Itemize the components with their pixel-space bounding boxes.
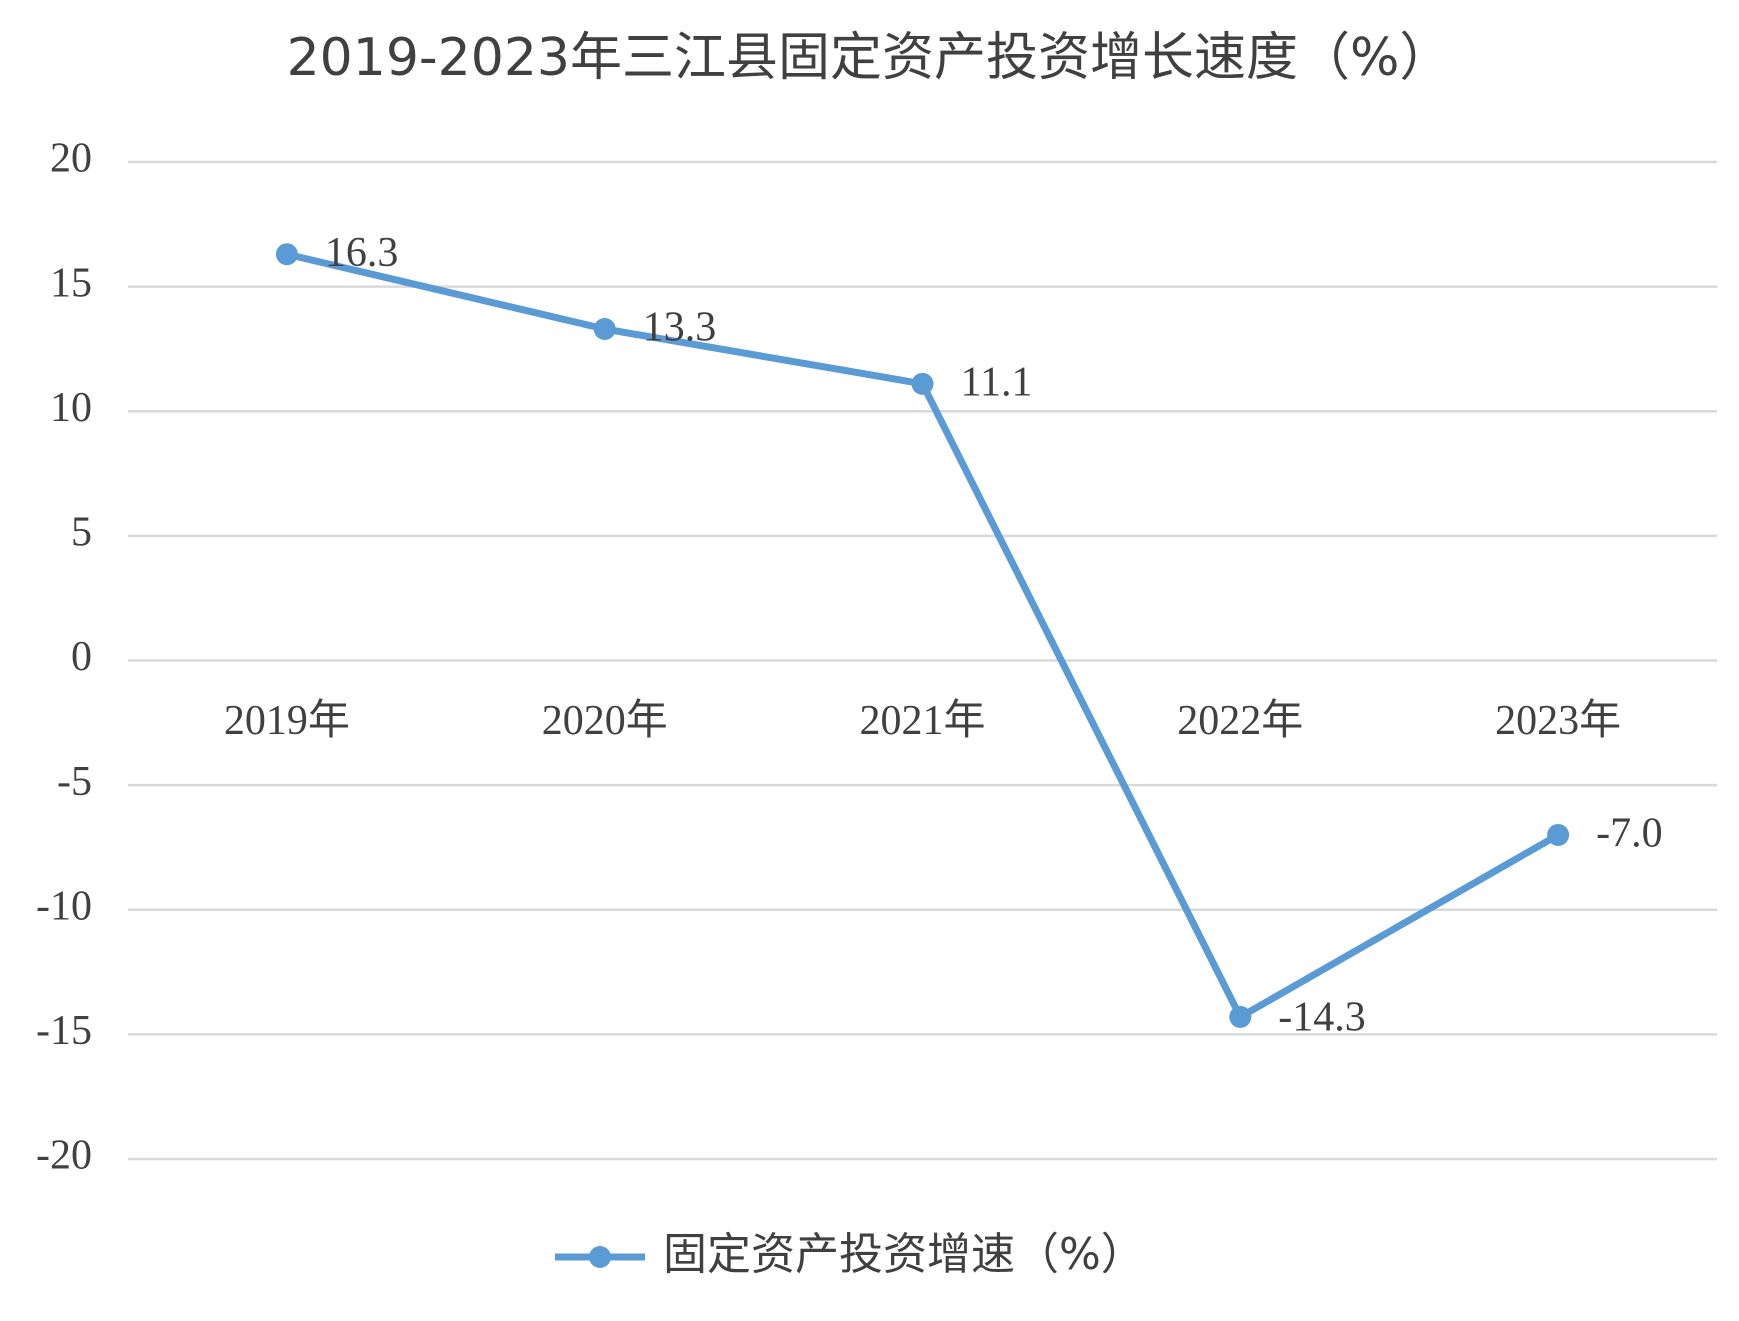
x-tick-label: 2022年 xyxy=(1177,697,1303,744)
data-label: -14.3 xyxy=(1278,995,1366,1041)
marker xyxy=(911,372,934,395)
data-label: -7.0 xyxy=(1596,811,1663,857)
y-tick-label: -20 xyxy=(36,1133,92,1179)
marker xyxy=(593,317,616,340)
legend-marker xyxy=(589,1246,611,1268)
data-label: 11.1 xyxy=(961,359,1033,405)
y-tick-label: 15 xyxy=(50,260,92,306)
chart-title: 2019-2023年三江县固定资产投资增长速度（%） xyxy=(287,28,1452,88)
marker xyxy=(1229,1005,1252,1028)
y-tick-label: -5 xyxy=(57,759,92,805)
data-label: 16.3 xyxy=(325,230,399,276)
y-tick-label: -15 xyxy=(36,1008,92,1054)
x-tick-label: 2019年 xyxy=(224,697,350,744)
legend-label: 固定资产投资增速（%） xyxy=(663,1229,1145,1280)
x-tick-label: 2020年 xyxy=(542,697,668,744)
x-tick-label: 2021年 xyxy=(859,697,985,744)
y-tick-label: 10 xyxy=(50,385,92,431)
marker xyxy=(275,243,298,266)
y-tick-label: 20 xyxy=(50,136,92,182)
x-tick-label: 2023年 xyxy=(1495,697,1621,744)
line xyxy=(286,250,1560,1021)
y-tick-label: -10 xyxy=(36,883,92,929)
data-label: 13.3 xyxy=(643,305,717,351)
marker xyxy=(1547,823,1570,846)
y-tick-label: 0 xyxy=(71,634,92,680)
y-tick-label: 5 xyxy=(71,510,92,556)
